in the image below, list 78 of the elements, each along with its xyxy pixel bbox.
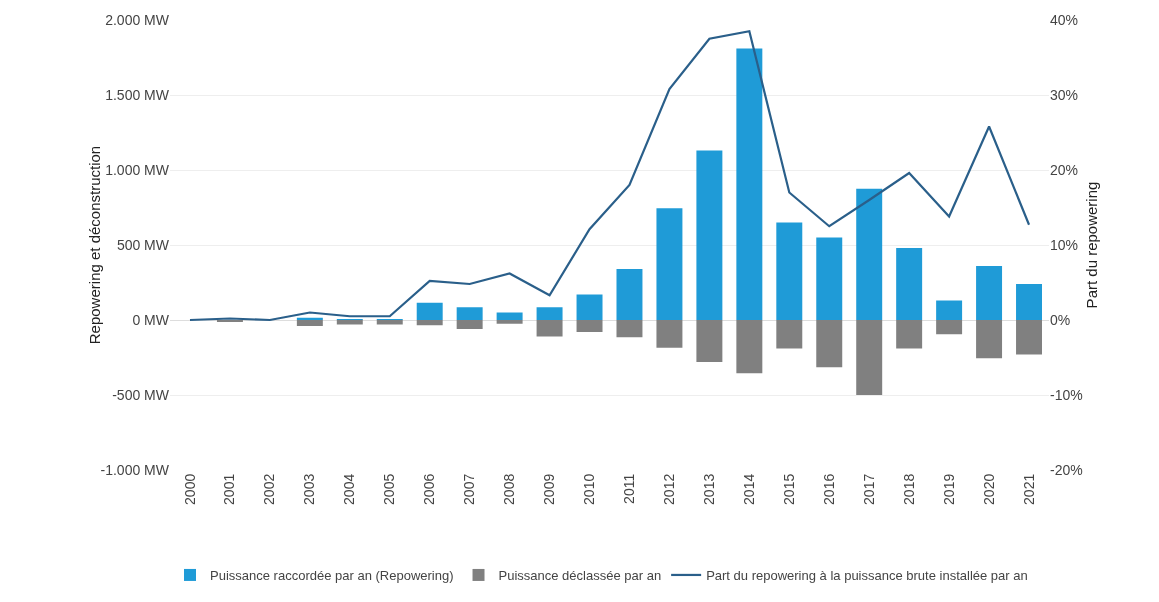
y2-tick-label: 30% <box>1050 86 1079 103</box>
bar <box>1016 320 1043 355</box>
bar <box>496 312 523 320</box>
bar <box>656 320 683 348</box>
x-tick-label: 2000 <box>181 473 198 505</box>
bar <box>296 317 323 320</box>
bar <box>616 269 643 320</box>
y2-tick-label: 0% <box>1050 311 1071 328</box>
x-tick-label: 2020 <box>980 473 997 505</box>
bar <box>896 248 923 320</box>
y2-tick-label: 40% <box>1050 11 1079 28</box>
y-tick-label: -500 MW <box>112 386 170 403</box>
bar <box>936 320 963 335</box>
bar <box>536 320 563 337</box>
y2-axis-title: Part du repowering <box>1082 181 1100 309</box>
x-tick-label: 2004 <box>341 473 358 505</box>
bar <box>296 320 323 326</box>
bar <box>856 320 883 395</box>
bar <box>456 307 483 320</box>
x-tick-label: 2009 <box>541 473 558 505</box>
bar <box>456 320 483 329</box>
x-tick-label: 2019 <box>940 473 957 505</box>
bar <box>776 222 803 320</box>
x-tick-label: 2002 <box>261 473 278 505</box>
x-tick-label: 2003 <box>301 473 318 505</box>
bar <box>576 320 603 332</box>
legend-label: Puissance déclassée par an <box>498 568 662 584</box>
x-tick-label: 2013 <box>700 473 717 505</box>
y-tick-label: 1.000 MW <box>105 161 170 178</box>
x-tick-label: 2005 <box>381 473 398 505</box>
bar <box>656 208 683 320</box>
x-tick-label: 2018 <box>900 473 917 505</box>
bar <box>976 266 1003 320</box>
y-axis-title: Repowering et déconstruction <box>86 145 104 345</box>
bar <box>496 320 523 324</box>
bar <box>896 320 923 349</box>
y-tick-label: 2.000 MW <box>105 11 170 28</box>
x-tick-label: 2012 <box>660 473 677 505</box>
legend-label: Puissance raccordée par an (Repowering) <box>210 568 454 584</box>
x-tick-label: 2001 <box>221 473 238 505</box>
x-tick-label: 2016 <box>820 473 837 505</box>
bar <box>576 294 603 320</box>
x-tick-label: 2015 <box>780 473 797 505</box>
legend-label: Part du repowering à la puissance brute installée par an <box>706 568 1028 584</box>
bar <box>816 237 843 320</box>
y2-tick-label: 20% <box>1050 161 1079 178</box>
bar <box>616 320 643 338</box>
y2-tick-label: 10% <box>1050 236 1079 253</box>
bar <box>416 320 443 326</box>
bar <box>536 307 563 320</box>
x-tick-label: 2011 <box>621 473 638 504</box>
bar <box>376 320 403 325</box>
line-series <box>188 30 1031 322</box>
bar <box>696 150 723 320</box>
bar <box>416 302 443 320</box>
x-tick-label: 2010 <box>581 473 598 505</box>
bar <box>936 300 963 320</box>
y2-tick-label: -20% <box>1050 461 1083 478</box>
y-tick-label: 0 MW <box>132 311 170 328</box>
y2-tick-label: -10% <box>1050 386 1083 403</box>
x-tick-label: 2017 <box>860 473 877 505</box>
x-tick-label: 2007 <box>461 473 478 505</box>
bar <box>736 48 763 320</box>
bar <box>976 320 1003 359</box>
x-tick-label: 2006 <box>421 473 438 505</box>
bar <box>1016 284 1043 320</box>
x-tick-label: 2014 <box>740 473 757 505</box>
bar <box>776 320 803 349</box>
y-tick-label: -1.000 MW <box>100 461 170 478</box>
bar <box>336 320 363 325</box>
bar <box>696 320 723 362</box>
x-tick-label: 2021 <box>1020 473 1037 505</box>
x-tick-label: 2008 <box>501 473 518 505</box>
y-tick-label: 1.500 MW <box>105 86 170 103</box>
bar <box>856 188 883 320</box>
bar <box>816 320 843 368</box>
y-tick-label: 500 MW <box>116 236 170 253</box>
bar <box>736 320 763 374</box>
